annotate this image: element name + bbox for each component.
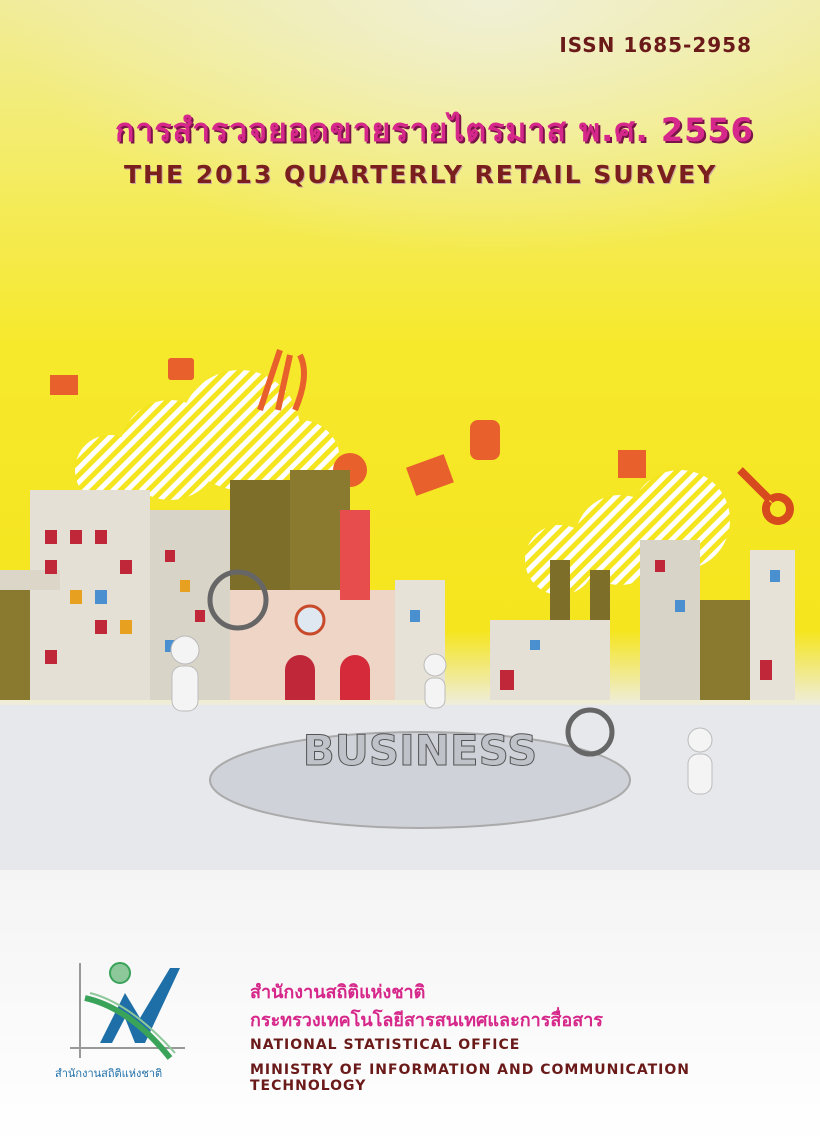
nso-logo <box>70 962 185 1060</box>
business-text: BUSINESS <box>303 726 537 775</box>
office-name-english: NATIONAL STATISTICAL OFFICE <box>250 1037 521 1053</box>
shop-icons <box>50 349 794 525</box>
ministry-name-thai: กระทรวงเทคโนโลยีสารสนเทศและการสื่อสาร <box>250 1010 603 1031</box>
logo-caption: สำนักงานสถิติแห่งชาติ <box>55 1067 163 1080</box>
title-thai: การสำรวจยอดขายรายไตรมาส พ.ศ. 2556 <box>115 111 754 149</box>
title-english: THE 2013 QUARTERLY RETAIL SURVEY <box>124 160 718 189</box>
publisher-block: สำนักงานสถิติแห่งชาติ สำนักงานสถิติแห่งช… <box>55 950 780 1094</box>
plaza-floor: BUSINESS <box>0 705 820 870</box>
figures <box>170 569 713 795</box>
background-glow <box>0 0 820 260</box>
office-name-thai: สำนักงานสถิติแห่งชาติ <box>250 982 426 1003</box>
buildings-left <box>0 470 445 700</box>
ministry-name-english: MINISTRY OF INFORMATION AND COMMUNICATIO… <box>250 1062 690 1094</box>
city-illustration: BUSINESS <box>0 349 820 870</box>
issn: ISSN 1685-2958 <box>559 33 752 57</box>
buildings-right <box>490 540 795 700</box>
